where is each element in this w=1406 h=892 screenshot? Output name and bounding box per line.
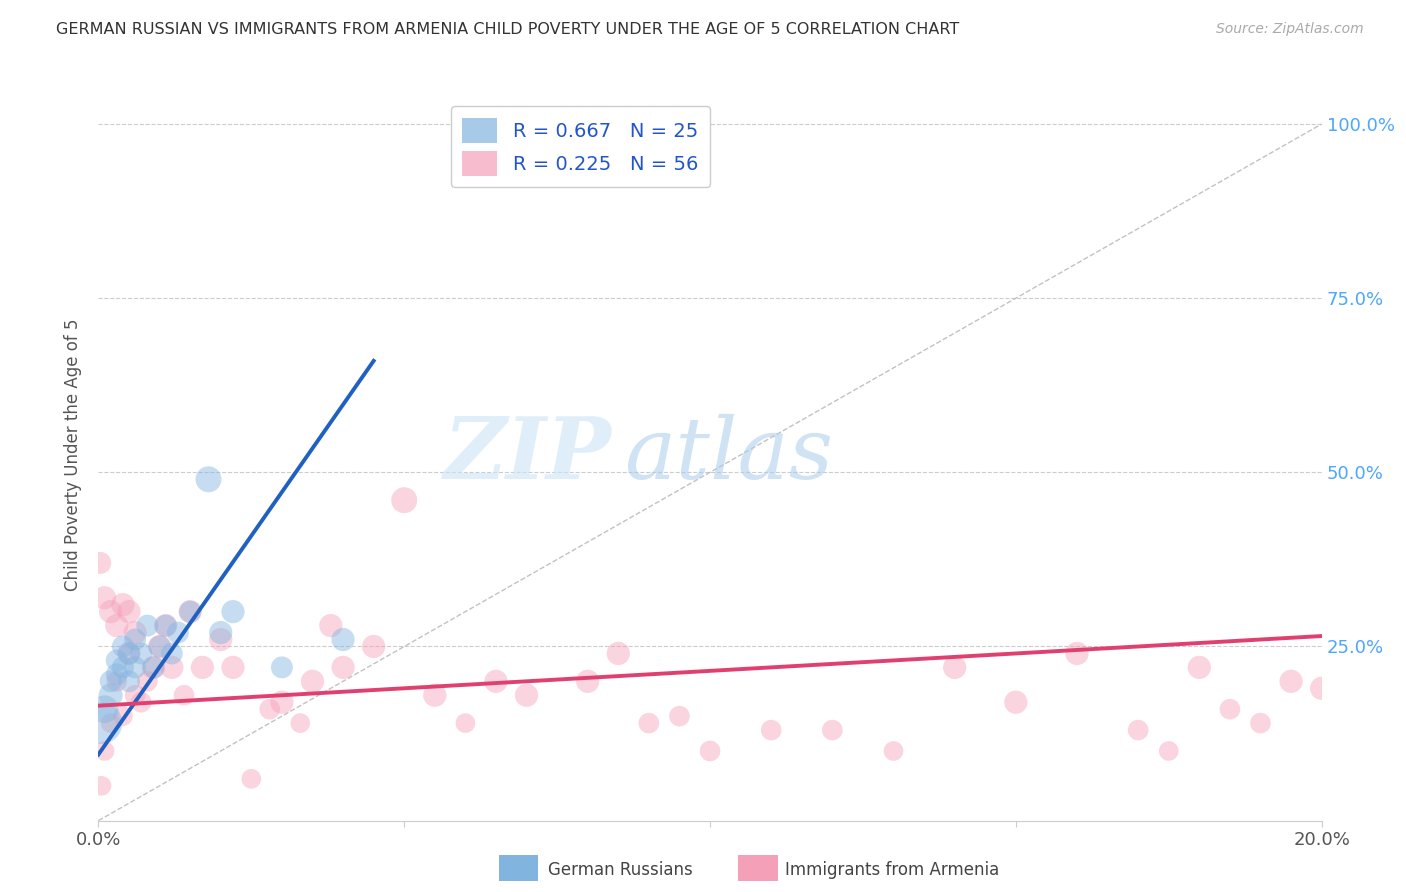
Point xyxy=(637,716,661,731)
Point xyxy=(149,640,172,654)
Point xyxy=(290,716,312,731)
Point xyxy=(363,640,385,654)
Point xyxy=(142,660,165,674)
Legend: R = 0.667   N = 25, R = 0.225   N = 56: R = 0.667 N = 25, R = 0.225 N = 56 xyxy=(451,106,710,187)
Point xyxy=(259,702,281,716)
Point xyxy=(155,618,177,632)
Point xyxy=(111,598,134,612)
Point xyxy=(179,605,201,619)
Point xyxy=(943,660,966,674)
Point xyxy=(209,632,232,647)
Point xyxy=(111,640,134,654)
Point xyxy=(759,723,782,737)
Point xyxy=(392,493,416,508)
Point xyxy=(124,632,146,647)
Point xyxy=(1188,660,1211,674)
Point xyxy=(332,660,354,674)
Point xyxy=(1279,674,1302,689)
Point xyxy=(332,632,354,647)
Point xyxy=(1157,744,1180,758)
Text: GERMAN RUSSIAN VS IMMIGRANTS FROM ARMENIA CHILD POVERTY UNDER THE AGE OF 5 CORRE: GERMAN RUSSIAN VS IMMIGRANTS FROM ARMENI… xyxy=(56,22,959,37)
Point xyxy=(1310,681,1333,696)
Point xyxy=(93,702,115,716)
Point xyxy=(270,660,292,674)
Point xyxy=(197,472,219,486)
Point xyxy=(90,779,112,793)
Point xyxy=(93,744,115,758)
Point xyxy=(1219,702,1241,716)
Point xyxy=(160,647,183,661)
Point xyxy=(516,688,538,702)
Point xyxy=(1004,695,1026,709)
Y-axis label: Child Poverty Under the Age of 5: Child Poverty Under the Age of 5 xyxy=(65,318,83,591)
Point xyxy=(222,660,245,674)
Point xyxy=(160,660,183,674)
Point xyxy=(118,647,141,661)
Point xyxy=(100,605,122,619)
Text: Immigrants from Armenia: Immigrants from Armenia xyxy=(785,861,998,879)
Point xyxy=(100,688,122,702)
Point xyxy=(155,618,177,632)
Point xyxy=(1066,647,1088,661)
Point xyxy=(149,640,172,654)
Point xyxy=(105,653,128,667)
Point xyxy=(179,605,201,619)
Point xyxy=(821,723,844,737)
Point xyxy=(576,674,599,689)
Text: atlas: atlas xyxy=(624,414,834,496)
Point xyxy=(142,660,165,674)
Point xyxy=(129,647,152,661)
Point xyxy=(118,674,141,689)
Point xyxy=(100,674,122,689)
Point xyxy=(270,695,292,709)
Text: German Russians: German Russians xyxy=(548,861,693,879)
Point xyxy=(100,716,122,731)
Point xyxy=(111,709,134,723)
Point xyxy=(167,625,190,640)
Point xyxy=(105,667,128,681)
Point xyxy=(607,647,630,661)
Point xyxy=(699,744,721,758)
Point xyxy=(90,716,112,731)
Point xyxy=(118,605,141,619)
Point xyxy=(222,605,245,619)
Point xyxy=(240,772,263,786)
Point xyxy=(485,674,508,689)
Text: ZIP: ZIP xyxy=(444,413,612,497)
Point xyxy=(136,674,159,689)
Point xyxy=(209,625,232,640)
Point xyxy=(301,674,323,689)
Point xyxy=(454,716,477,731)
Point xyxy=(191,660,214,674)
Point xyxy=(319,618,342,632)
Point xyxy=(136,618,159,632)
Point xyxy=(89,556,111,570)
Point xyxy=(124,660,146,674)
Point xyxy=(111,660,134,674)
Point xyxy=(1128,723,1150,737)
Point xyxy=(1249,716,1271,731)
Text: Source: ZipAtlas.com: Source: ZipAtlas.com xyxy=(1216,22,1364,37)
Point xyxy=(118,647,141,661)
Point xyxy=(105,618,128,632)
Point xyxy=(105,674,128,689)
Point xyxy=(883,744,905,758)
Point xyxy=(423,688,446,702)
Point xyxy=(93,591,115,605)
Point xyxy=(173,688,195,702)
Point xyxy=(129,695,152,709)
Point xyxy=(668,709,690,723)
Point xyxy=(124,625,146,640)
Point xyxy=(124,688,146,702)
